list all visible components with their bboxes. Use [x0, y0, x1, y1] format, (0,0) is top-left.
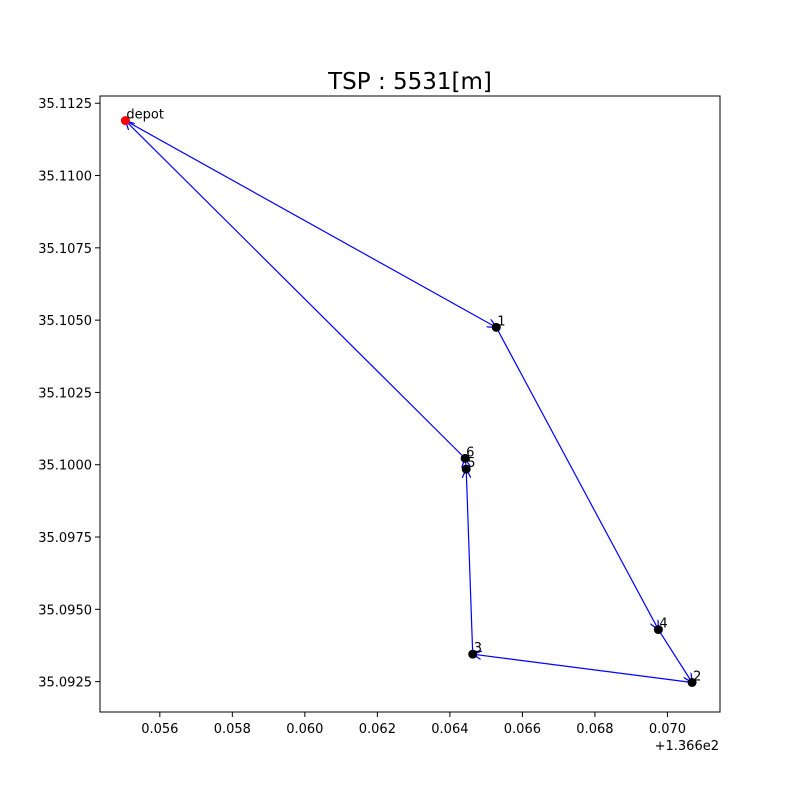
stop-label: 1	[497, 314, 505, 329]
stop-point	[687, 678, 697, 688]
x-axis: 0.056 0.058 0.060 0.062 0.064 0.066 0.068 0.070	[141, 712, 686, 737]
x-offset-label: +1.366e2	[655, 739, 719, 754]
y-tick-label: 35.1125	[38, 97, 92, 112]
x-tick-label: 0.070	[649, 722, 686, 737]
stop-point	[461, 464, 471, 474]
stop-label: 3	[474, 641, 482, 656]
stop-label: 5	[467, 456, 475, 471]
stop-label: 4	[659, 617, 667, 632]
route-segment	[466, 469, 474, 655]
route-segment	[125, 121, 466, 459]
stop-point	[491, 322, 501, 332]
stop-label: 2	[693, 670, 701, 685]
x-tick-label: 0.058	[214, 722, 251, 737]
x-tick-label: 0.056	[141, 722, 178, 737]
stop-point	[653, 625, 663, 635]
route-segment	[657, 629, 692, 683]
x-tick-label: 0.060	[286, 722, 323, 737]
y-tick-label: 35.0975	[38, 531, 92, 546]
y-tick-label: 35.1025	[38, 386, 92, 401]
y-axis: 35.0925 35.0950 35.0975 35.1000 35.1025 35.10…	[38, 97, 100, 691]
stop-points: depot 1 2 3 4 56	[120, 108, 701, 688]
stop-label: 6	[466, 445, 474, 460]
plot-frame	[99, 95, 721, 713]
y-tick-label: 35.1075	[38, 242, 92, 257]
route-lines	[125, 121, 692, 683]
y-tick-label: 35.1000	[38, 459, 92, 474]
y-tick-label: 35.1050	[38, 314, 92, 329]
stop-point	[120, 116, 130, 126]
y-tick-label: 35.0950	[38, 603, 92, 618]
y-tick-label: 35.0925	[38, 676, 92, 691]
route-segment	[473, 654, 693, 684]
route-segment	[495, 327, 658, 629]
route-segment	[125, 120, 496, 328]
chart-title: TSP : 5531[m]	[327, 69, 492, 95]
x-tick-label: 0.062	[359, 722, 396, 737]
x-tick-label: 0.064	[431, 722, 468, 737]
y-tick-label: 35.1100	[38, 170, 92, 185]
stop-point	[468, 649, 478, 659]
stop-point	[460, 453, 470, 463]
stop-label: depot	[126, 108, 164, 123]
x-tick-label: 0.068	[576, 722, 613, 737]
x-tick-label: 0.066	[504, 722, 541, 737]
